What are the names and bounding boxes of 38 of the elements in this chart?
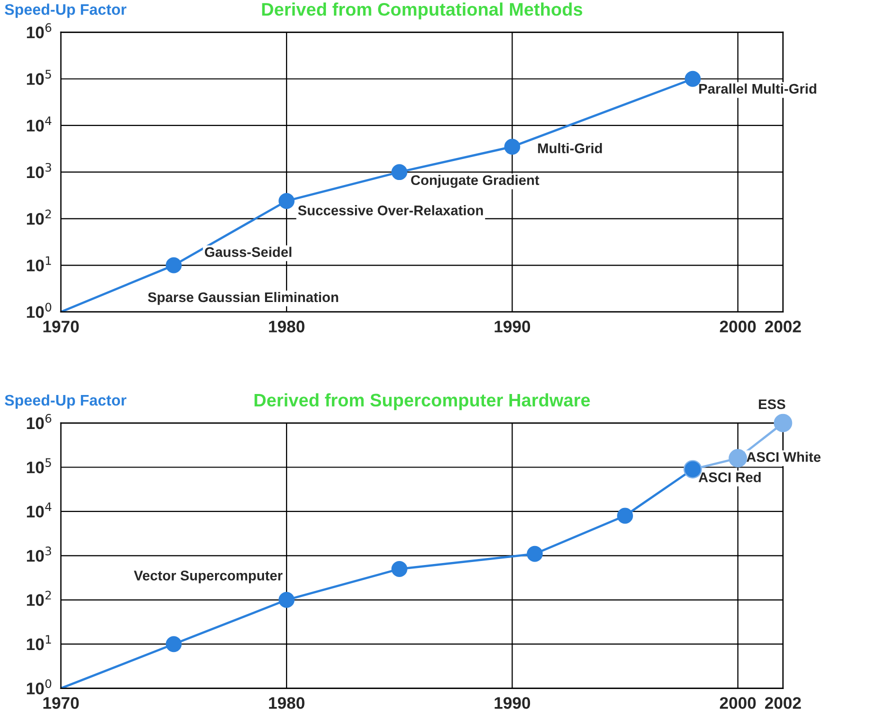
x-tick-label: 1980 (269, 697, 304, 709)
annotation: ASCI White (746, 452, 821, 462)
annotation: Conjugate Gradient (411, 174, 540, 188)
y-tick-label: 10$^{0}$ (26, 679, 52, 694)
y-axis-title: Speed-Up Factor (4, 394, 126, 409)
y-tick-label: 10$^{5}$ (26, 70, 51, 85)
y-tick-label: 10$^{4}$ (26, 502, 52, 518)
x-tick-label: 2000 (720, 697, 756, 709)
y-tick-label: 10$^{1}$ (26, 635, 51, 650)
annotation: Multi-Grid (538, 143, 602, 154)
y-tick-label: 10$^{2}$ (26, 590, 51, 606)
y-tick-label: 10$^{0}$ (26, 302, 52, 318)
annotation: Successive Over-Relaxation (298, 205, 483, 216)
chart-title: Derived from Computational Methods (262, 2, 582, 20)
x-tick-label: 1990 (494, 320, 530, 332)
y-tick-label: 10$^{6}$ (26, 414, 52, 430)
annotation: Vector Supercomputer (134, 570, 283, 584)
chart-title: Derived from Supercomputer Hardware (254, 393, 590, 410)
y-tick-label: 10$^{1}$ (26, 256, 51, 272)
x-tick-label: 1970 (43, 697, 79, 709)
x-tick-label: 2002 (765, 320, 801, 332)
y-tick-label: 10$^{4}$ (26, 116, 52, 132)
x-tick-label: 1980 (269, 320, 304, 332)
y-tick-label: 10$^{3}$ (26, 546, 52, 562)
y-tick-label: 10$^{5}$ (26, 458, 51, 474)
annotation: Gauss-Seidel (204, 246, 292, 257)
annotation: Parallel Multi-Grid (699, 84, 816, 94)
x-tick-label: 2000 (720, 320, 756, 332)
annotation: ESS (758, 399, 786, 410)
annotation: ASCI Red (698, 472, 761, 482)
y-axis-title: Speed-Up Factor (4, 4, 126, 18)
annotation: Sparse Gaussian Elimination (148, 292, 338, 305)
y-tick-label: 10$^{6}$ (26, 23, 52, 38)
y-tick-label: 10$^{2}$ (26, 210, 51, 225)
y-tick-label: 10$^{3}$ (26, 162, 52, 178)
x-tick-label: 1990 (494, 697, 530, 709)
x-tick-label: 1970 (43, 320, 79, 332)
x-tick-label: 2002 (765, 697, 801, 709)
